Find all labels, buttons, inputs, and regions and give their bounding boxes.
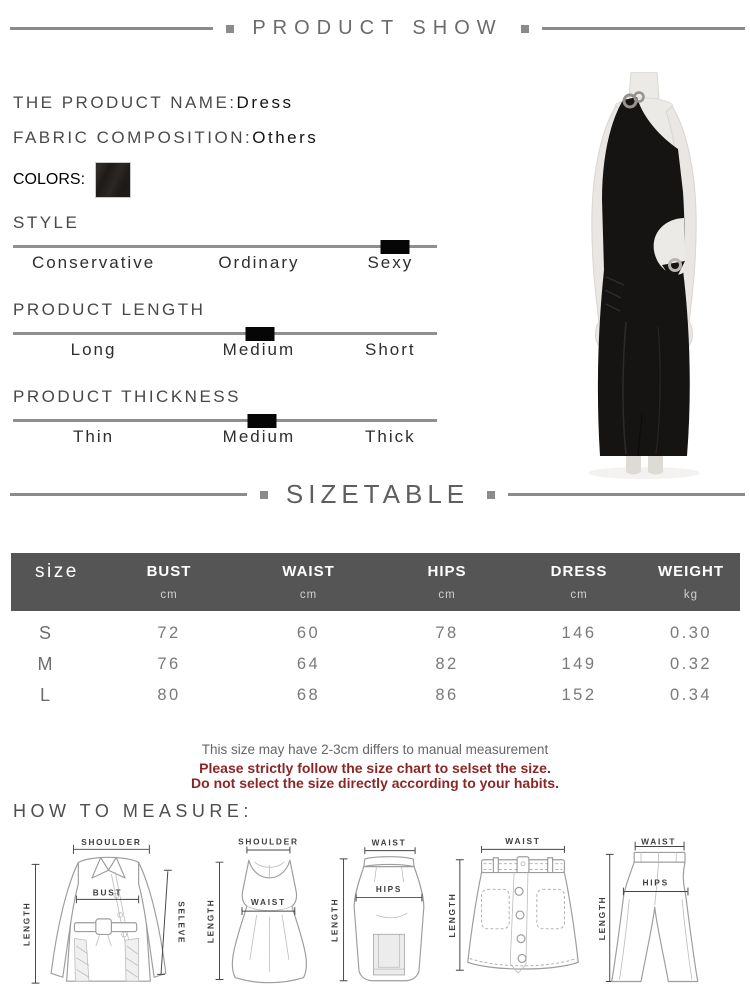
size-table-header: size BUST cm WAIST cm HIPS cm DRESS cm W… bbox=[11, 553, 740, 611]
style-section: STYLE Conservative Ordinary Sexy bbox=[13, 213, 437, 274]
measure-diagram-miniskirt: WAIST LENGTH bbox=[448, 836, 579, 974]
table-row-s: S 72 60 78 146 0.30 bbox=[38, 623, 713, 643]
style-option-ordinary: Ordinary bbox=[218, 253, 300, 272]
style-scale-line bbox=[13, 239, 437, 254]
colors-label: COLORS: bbox=[13, 171, 86, 188]
column-hips: HIPS cm bbox=[427, 563, 467, 601]
measure-diagram-coat: SHOULDER LENGTH BUST SELEVE bbox=[23, 838, 186, 984]
svg-text:WAIST: WAIST bbox=[505, 836, 540, 846]
mannequin-dress-image bbox=[588, 71, 700, 479]
svg-text:SHOULDER: SHOULDER bbox=[238, 837, 299, 847]
svg-text:WAIST: WAIST bbox=[372, 838, 407, 847]
warning-line-2: Do not select the size directly accordin… bbox=[191, 775, 559, 791]
column-waist: WAIST cm bbox=[282, 563, 335, 601]
column-size: size bbox=[35, 561, 79, 582]
length-title: PRODUCT LENGTH bbox=[13, 300, 206, 319]
style-option-conservative: Conservative bbox=[31, 253, 156, 272]
thickness-section: PRODUCT THICKNESS Thin Medium Thick bbox=[13, 387, 437, 448]
length-option-short: Short bbox=[365, 340, 416, 359]
size-table-body: S 72 60 78 146 0.30 M 76 64 82 149 0.32 … bbox=[11, 611, 740, 711]
product-name-label: THE PRODUCT NAME: bbox=[13, 93, 237, 112]
column-weight: WEIGHT kg bbox=[658, 563, 724, 601]
product-name-row: THE PRODUCT NAME: Dress bbox=[13, 92, 437, 114]
table-row-l: L 80 68 86 152 0.34 bbox=[39, 685, 713, 705]
divider-line-left bbox=[10, 493, 247, 496]
svg-text:BUST: BUST bbox=[93, 889, 123, 898]
length-section: PRODUCT LENGTH Long Medium Short bbox=[13, 300, 437, 361]
product-photo bbox=[538, 71, 750, 482]
svg-text:LENGTH: LENGTH bbox=[23, 901, 32, 946]
thickness-option-thick: Thick bbox=[365, 427, 416, 446]
length-scale-line bbox=[13, 326, 437, 341]
thickness-title: PRODUCT THICKNESS bbox=[13, 387, 241, 406]
thickness-options: Thin Medium Thick bbox=[13, 427, 437, 448]
length-option-long: Long bbox=[70, 340, 117, 359]
length-marker-medium bbox=[245, 326, 275, 341]
thickness-scale-line bbox=[13, 413, 437, 428]
warning-line-1: Please strictly follow the size chart to… bbox=[199, 760, 551, 776]
svg-text:LENGTH: LENGTH bbox=[206, 899, 216, 944]
square-bullet-right bbox=[487, 490, 496, 499]
thickness-option-medium: Medium bbox=[222, 427, 296, 446]
measure-diagram-skirt: WAIST LENGTH HIPS bbox=[331, 838, 425, 982]
divider-line-left bbox=[10, 27, 214, 30]
measure-diagram-pants: WAIST LENGTH HIPS bbox=[598, 837, 699, 983]
column-bust: BUST cm bbox=[146, 563, 192, 601]
section-title-sizetable: SIZETABLE bbox=[285, 479, 470, 509]
square-bullet-left bbox=[259, 490, 268, 499]
length-option-medium: Medium bbox=[222, 340, 296, 359]
section-title-product-show: PRODUCT SHOW bbox=[252, 17, 503, 39]
style-marker-sexy bbox=[380, 239, 410, 254]
size-table: size BUST cm WAIST cm HIPS cm DRESS cm W… bbox=[11, 553, 740, 711]
square-bullet-right bbox=[520, 24, 529, 33]
svg-text:WAIST: WAIST bbox=[641, 837, 676, 847]
style-title: STYLE bbox=[13, 213, 80, 232]
style-option-sexy: Sexy bbox=[367, 253, 414, 272]
svg-text:LENGTH: LENGTH bbox=[448, 892, 457, 937]
column-dress: DRESS cm bbox=[550, 563, 608, 601]
measure-diagrams: SHOULDER LENGTH BUST SELEVE SHOULDER LEN… bbox=[18, 833, 730, 996]
product-info-panel: THE PRODUCT NAME: Dress FABRIC COMPOSITI… bbox=[13, 92, 437, 448]
length-options: Long Medium Short bbox=[13, 340, 437, 361]
divider-line-right bbox=[541, 27, 745, 30]
svg-text:LENGTH: LENGTH bbox=[331, 898, 340, 942]
style-options: Conservative Ordinary Sexy bbox=[13, 253, 437, 274]
thickness-marker-medium bbox=[247, 413, 277, 428]
svg-text:SELEVE: SELEVE bbox=[177, 901, 186, 944]
fabric-label: FABRIC COMPOSITION: bbox=[13, 128, 253, 147]
square-bullet-left bbox=[226, 24, 235, 33]
divider-line-right bbox=[508, 493, 746, 496]
product-name-value: Dress bbox=[236, 93, 294, 112]
measurement-tolerance-note: This size may have 2-3cm differs to manu… bbox=[201, 742, 549, 757]
svg-text:WAIST: WAIST bbox=[251, 897, 286, 907]
fabric-value: Others bbox=[252, 128, 319, 147]
colors-row: COLORS: bbox=[13, 161, 437, 199]
measure-diagram-dress: SHOULDER LENGTH WAIST bbox=[206, 837, 307, 984]
fabric-row: FABRIC COMPOSITION: Others bbox=[13, 127, 437, 149]
product-show-header: PRODUCT SHOW bbox=[10, 17, 745, 40]
size-notes: This size may have 2-3cm differs to manu… bbox=[0, 742, 750, 791]
how-to-measure-title: HOW TO MEASURE: bbox=[13, 801, 253, 821]
svg-text:HIPS: HIPS bbox=[376, 885, 402, 894]
svg-text:SHOULDER: SHOULDER bbox=[81, 838, 141, 847]
color-swatch-black bbox=[95, 162, 132, 198]
table-row-m: M 76 64 82 149 0.32 bbox=[37, 654, 713, 674]
thickness-option-thin: Thin bbox=[73, 427, 115, 446]
svg-text:LENGTH: LENGTH bbox=[598, 896, 607, 941]
svg-text:HIPS: HIPS bbox=[642, 878, 668, 888]
sizetable-header: SIZETABLE bbox=[10, 479, 746, 510]
